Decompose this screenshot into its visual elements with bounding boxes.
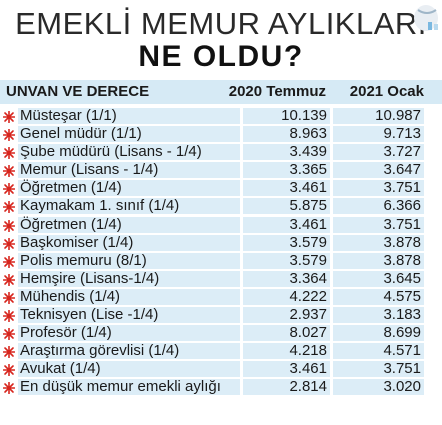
row-value-2021: 3.647 xyxy=(333,162,424,179)
table-row: Teknisyen (Lise -1/4) 2.937 3.183 xyxy=(0,306,442,324)
bottom-divider xyxy=(0,418,442,425)
row-value-2021: 3.878 xyxy=(333,234,424,251)
row-value-2020: 3.461 xyxy=(243,180,330,197)
table-row: Şube müdürü (Lisans - 1/4) 3.439 3.727 xyxy=(0,143,442,161)
row-title: Şube müdürü (Lisans - 1/4) xyxy=(18,144,240,161)
table-row: Araştırma görevlisi (1/4) 4.218 4.571 xyxy=(0,342,442,360)
row-value-2021: 3.183 xyxy=(333,307,424,324)
table-row: Müsteşar (1/1) 10.139 10.987 xyxy=(0,107,442,125)
row-value-2021: 9.713 xyxy=(333,126,424,143)
header-title: UNVAN VE DERECE xyxy=(6,83,150,100)
salary-table: Müsteşar (1/1) 10.139 10.987 Genel müdür (1… xyxy=(0,107,442,397)
red-star-icon xyxy=(2,309,16,323)
red-star-icon xyxy=(2,182,16,196)
row-value-2020: 5.875 xyxy=(243,198,330,215)
row-value-2020: 2.937 xyxy=(243,307,330,324)
row-title: Kaymakam 1. sınıf (1/4) xyxy=(18,198,240,215)
red-star-icon xyxy=(2,200,16,214)
table-row: En düşük memur emekli aylığı 2.814 3.020 xyxy=(0,378,442,396)
row-value-2021: 3.751 xyxy=(333,216,424,233)
table-row: Memur (Lisans - 1/4) 3.365 3.647 xyxy=(0,161,442,179)
row-title: En düşük memur emekli aylığı xyxy=(18,379,240,396)
table-header: UNVAN VE DERECE 2020 Temmuz 2021 Ocak xyxy=(0,80,442,104)
red-star-icon xyxy=(2,363,16,377)
red-star-icon xyxy=(2,164,16,178)
row-title: Mühendis (1/4) xyxy=(18,288,240,305)
row-title: Öğretmen (1/4) xyxy=(18,180,240,197)
row-title: Avukat (1/4) xyxy=(18,361,240,378)
table-row: Avukat (1/4) 3.461 3.751 xyxy=(0,360,442,378)
row-title: Müsteşar (1/1) xyxy=(18,108,240,124)
row-title: Öğretmen (1/4) xyxy=(18,216,240,233)
row-value-2020: 3.579 xyxy=(243,252,330,269)
table-row: Öğretmen (1/4) 3.461 3.751 xyxy=(0,216,442,234)
row-value-2020: 4.222 xyxy=(243,288,330,305)
table-row: Başkomiser (1/4) 3.579 3.878 xyxy=(0,234,442,252)
row-value-2020: 3.439 xyxy=(243,144,330,161)
table-row: Öğretmen (1/4) 3.461 3.751 xyxy=(0,179,442,197)
row-value-2021: 3.878 xyxy=(333,252,424,269)
red-star-icon xyxy=(2,219,16,232)
table-row: Hemşire (Lisans-1/4) 3.364 3.645 xyxy=(0,270,442,288)
page-subtitle: NE OLDU? xyxy=(138,40,304,73)
row-value-2020: 8.027 xyxy=(243,325,330,342)
row-value-2021: 4.571 xyxy=(333,343,424,360)
red-star-icon xyxy=(2,273,16,287)
red-star-icon xyxy=(2,110,16,124)
red-star-icon xyxy=(2,146,16,160)
row-title: Polis memuru (8/1) xyxy=(18,252,240,269)
row-value-2020: 3.364 xyxy=(243,270,330,287)
row-value-2020: 4.218 xyxy=(243,343,330,360)
row-title: Genel müdür (1/1) xyxy=(18,126,240,143)
row-value-2021: 3.727 xyxy=(333,144,424,161)
row-title: Araştırma görevlisi (1/4) xyxy=(18,343,240,360)
row-value-2021: 6.366 xyxy=(333,198,424,215)
row-value-2020: 8.963 xyxy=(243,126,330,143)
row-value-2021: 4.575 xyxy=(333,288,424,305)
row-value-2021: 8.699 xyxy=(333,325,424,342)
row-value-2020: 10.139 xyxy=(243,108,330,124)
header-2021: 2021 Ocak xyxy=(349,83,424,100)
row-title: Teknisyen (Lise -1/4) xyxy=(18,307,240,324)
page-title: EMEKLİ MEMUR AYLIKLARI xyxy=(15,6,427,41)
table-row: Kaymakam 1. sınıf (1/4) 5.875 6.366 xyxy=(0,197,442,215)
table-row: Profesör (1/4) 8.027 8.699 xyxy=(0,324,442,342)
row-value-2021: 3.645 xyxy=(333,270,424,287)
header-2020: 2020 Temmuz xyxy=(228,83,326,100)
red-star-icon xyxy=(2,255,16,269)
table-row: Polis memuru (8/1) 3.579 3.878 xyxy=(0,252,442,270)
red-star-icon xyxy=(2,291,16,305)
row-value-2020: 3.579 xyxy=(243,234,330,251)
table-row: Genel müdür (1/1) 8.963 9.713 xyxy=(0,125,442,143)
row-title: Memur (Lisans - 1/4) xyxy=(18,162,240,179)
row-value-2021: 10.987 xyxy=(333,108,424,124)
row-value-2020: 2.814 xyxy=(243,379,330,396)
row-value-2021: 3.020 xyxy=(333,379,424,396)
red-star-icon xyxy=(2,345,16,359)
red-star-icon xyxy=(2,237,16,250)
decorative-graphic-icon xyxy=(414,5,438,31)
row-value-2021: 3.751 xyxy=(333,361,424,378)
red-star-icon xyxy=(2,128,16,142)
red-star-icon xyxy=(2,381,16,395)
row-title: Hemşire (Lisans-1/4) xyxy=(18,270,240,287)
table-row: Mühendis (1/4) 4.222 4.575 xyxy=(0,288,442,306)
row-value-2021: 3.751 xyxy=(333,180,424,197)
row-value-2020: 3.461 xyxy=(243,361,330,378)
row-title: Başkomiser (1/4) xyxy=(18,234,240,251)
row-value-2020: 3.365 xyxy=(243,162,330,179)
red-star-icon xyxy=(2,327,16,341)
row-value-2020: 3.461 xyxy=(243,216,330,233)
row-title: Profesör (1/4) xyxy=(18,325,240,342)
